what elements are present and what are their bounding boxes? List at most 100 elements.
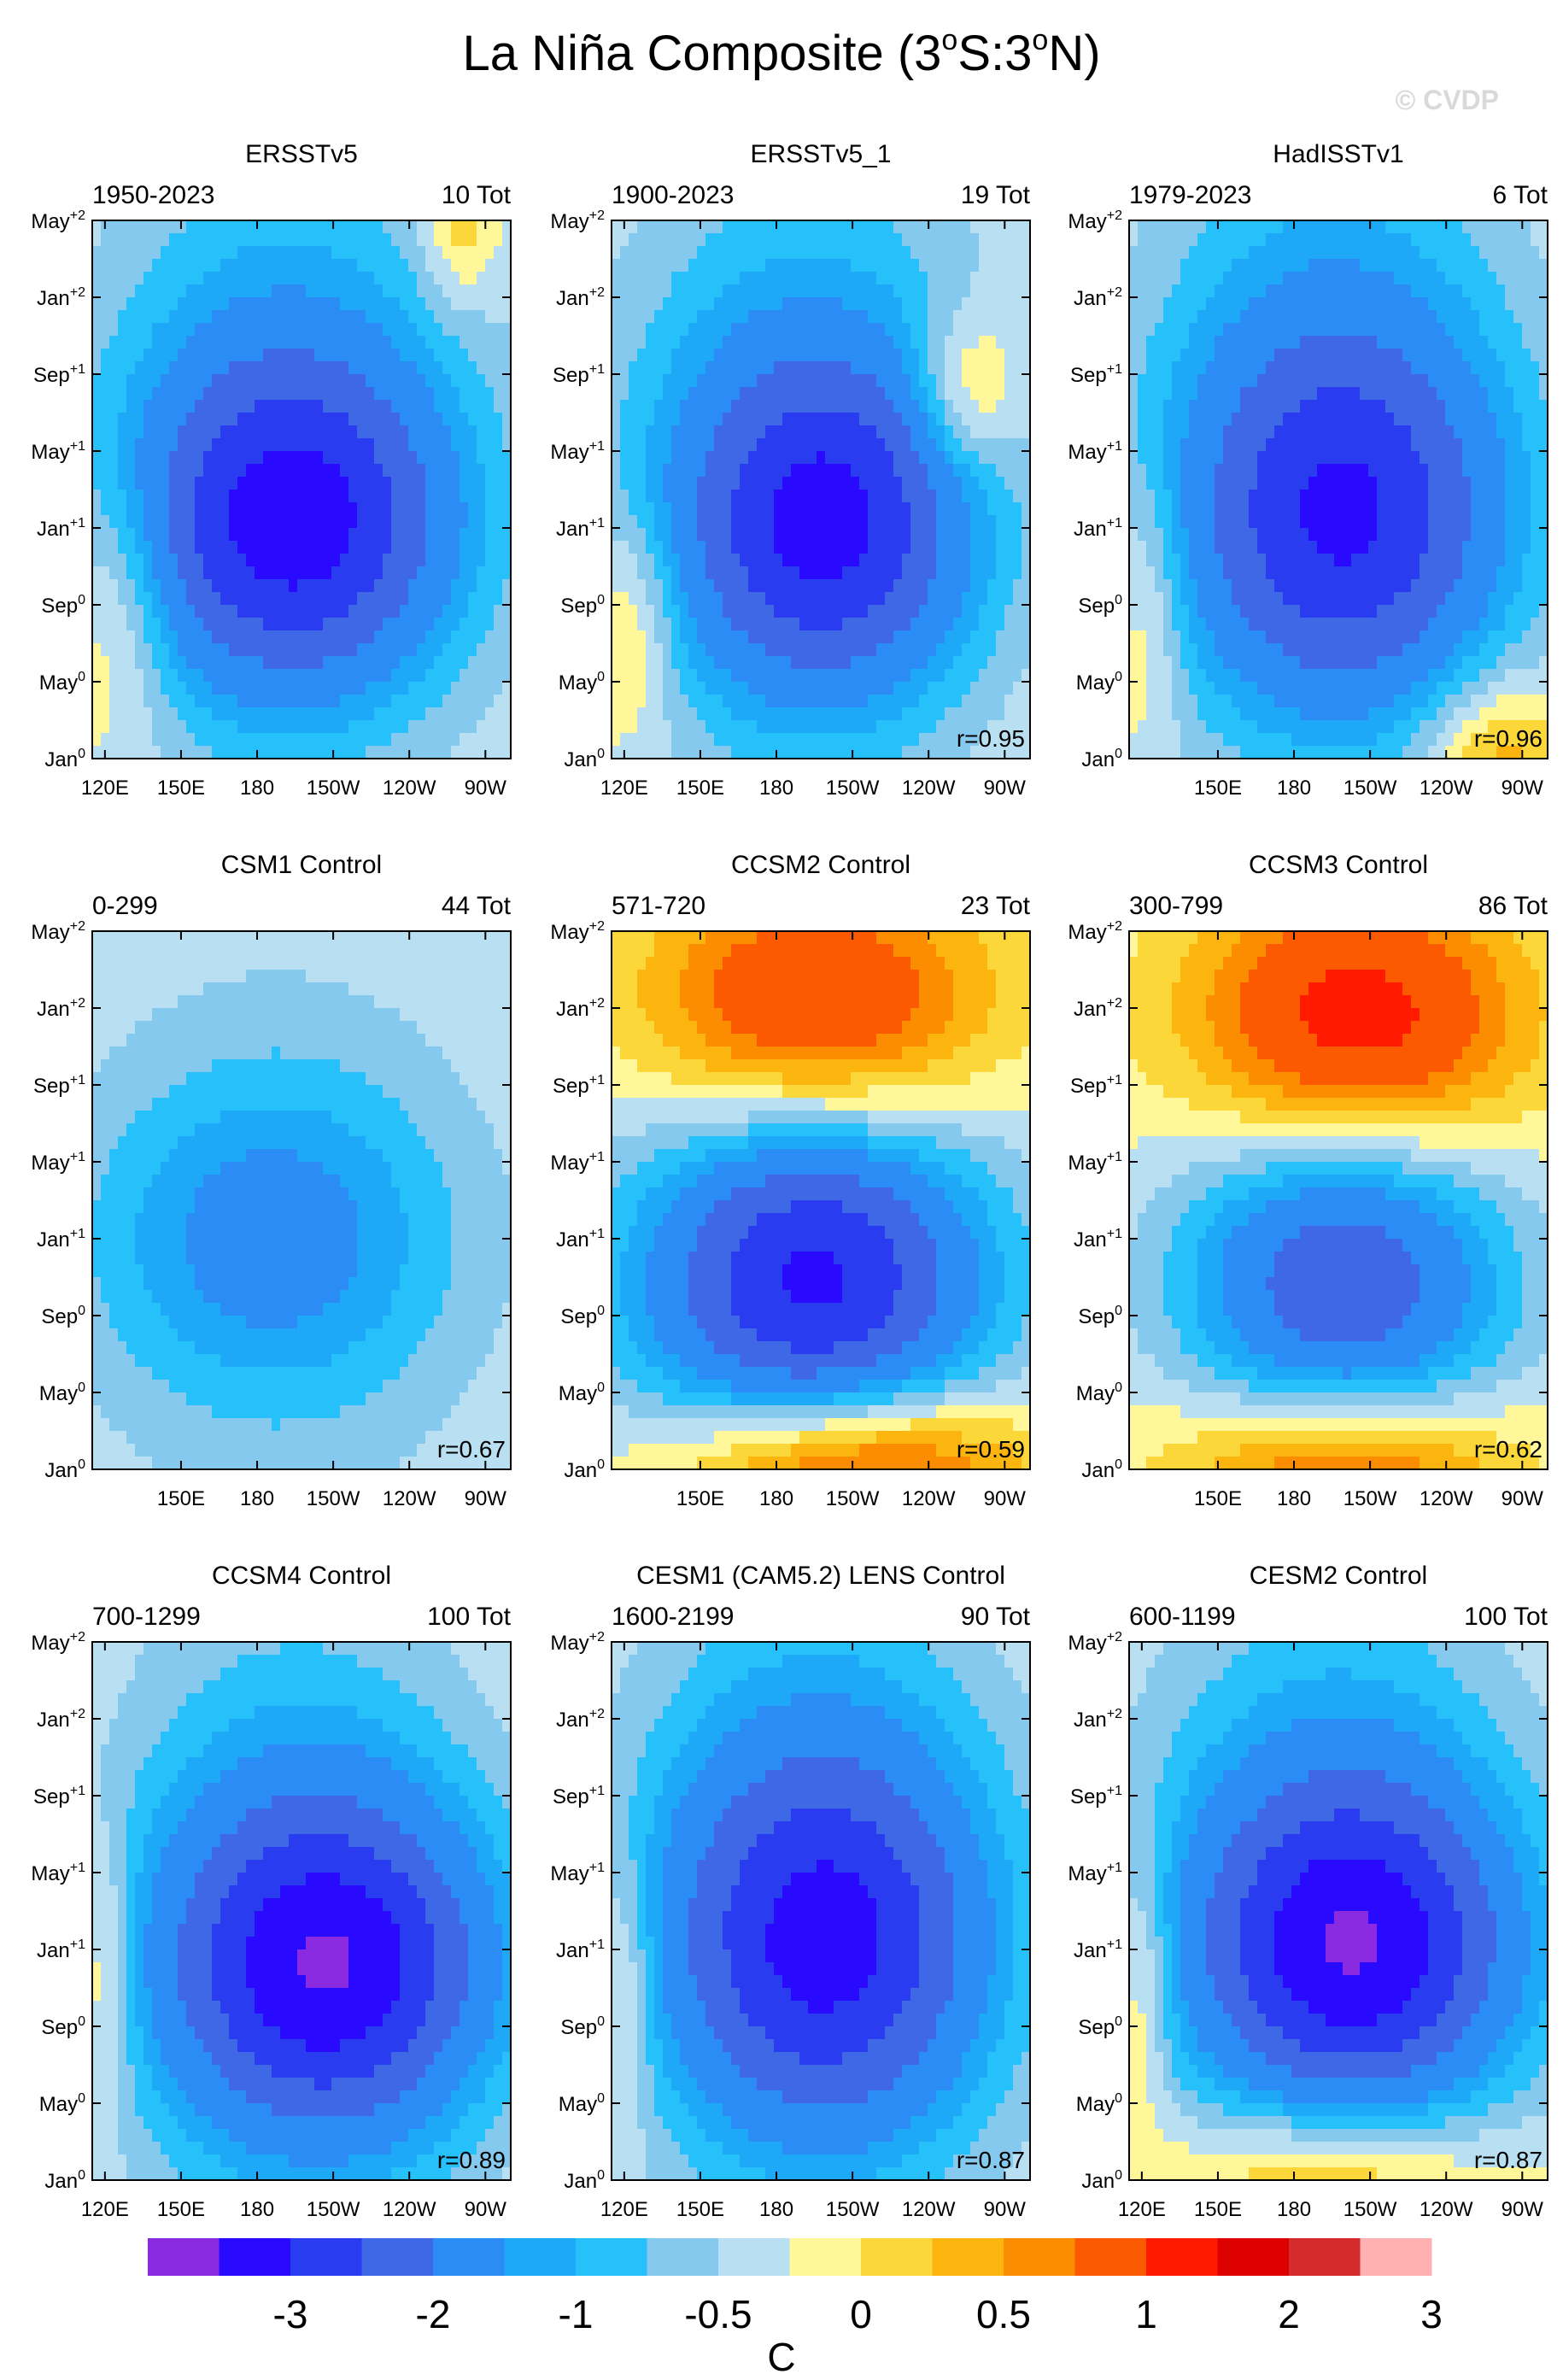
field-cell <box>859 630 869 644</box>
field-cell <box>825 541 834 554</box>
field-cell <box>434 349 443 362</box>
field-cell <box>671 733 681 747</box>
field-cell <box>970 477 980 490</box>
y-tick-label: May+1 <box>550 439 605 464</box>
field-cell <box>705 413 715 426</box>
field-cell <box>1223 233 1232 247</box>
field-cell <box>910 566 920 580</box>
field-cell <box>340 695 349 708</box>
field-cell <box>1240 323 1250 337</box>
field-cell <box>135 259 144 273</box>
field-cell <box>1206 733 1215 747</box>
field-cell <box>485 733 495 747</box>
field-cell <box>1223 387 1232 401</box>
field-cell <box>646 579 655 593</box>
field-cell <box>919 259 928 273</box>
field-cell <box>178 400 187 413</box>
field-cell <box>1189 695 1198 708</box>
field-cell <box>799 682 809 695</box>
field-cell <box>468 349 477 362</box>
field-cell <box>791 695 800 708</box>
field-cell <box>357 220 366 234</box>
field-cell <box>987 425 997 439</box>
field-cell <box>680 310 689 324</box>
field-cell <box>203 541 213 554</box>
field-cell <box>1283 284 1292 298</box>
field-cell <box>101 656 110 670</box>
field-cell <box>195 259 204 273</box>
field-cell <box>186 489 196 503</box>
field-cell <box>740 387 749 401</box>
field-cell <box>731 630 741 644</box>
field-cell <box>366 720 375 734</box>
field-cell <box>765 695 775 708</box>
field-cell <box>203 361 213 375</box>
field-cell <box>936 464 945 478</box>
field-cell <box>1146 336 1156 349</box>
field-cell <box>118 438 127 452</box>
field-cell <box>391 246 401 260</box>
field-cell <box>928 413 937 426</box>
field-cell <box>280 643 290 657</box>
field-cell <box>936 259 945 273</box>
field-cell <box>705 438 715 452</box>
field-cell <box>135 361 144 375</box>
x-tick-label: 120E <box>600 777 648 800</box>
field-cell <box>323 682 332 695</box>
field-cell <box>101 541 110 554</box>
field-cell <box>237 541 247 554</box>
field-cell <box>468 451 477 465</box>
field-cell <box>1013 643 1022 657</box>
field-cell <box>902 336 911 349</box>
field-cell <box>135 579 144 593</box>
field-cell <box>893 695 903 708</box>
field-cell <box>1240 336 1250 349</box>
field-cell <box>748 630 758 644</box>
y-tick-label: Jan+2 <box>37 285 85 310</box>
field-cell <box>297 464 307 478</box>
field-cell <box>765 515 775 529</box>
field-cell <box>688 284 698 298</box>
field-cell <box>485 502 495 516</box>
field-cell <box>118 464 127 478</box>
field-cell <box>970 656 980 670</box>
field-cell <box>1013 349 1022 362</box>
field-cell <box>1206 528 1215 542</box>
field-cell <box>297 733 307 747</box>
field-cell <box>212 515 221 529</box>
field-cell <box>289 579 298 593</box>
field-cell <box>297 707 307 721</box>
field-cell <box>280 477 290 490</box>
field-cell <box>203 425 213 439</box>
field-cell <box>834 349 843 362</box>
field-cell <box>357 554 366 567</box>
field-cell <box>1138 425 1147 439</box>
field-cell <box>1004 272 1014 285</box>
field-cell <box>928 682 937 695</box>
field-cell <box>782 477 792 490</box>
field-cell <box>705 233 715 247</box>
field-cell <box>953 272 963 285</box>
field-cell <box>612 272 621 285</box>
field-cell <box>671 284 681 298</box>
field-cell <box>1274 605 1284 618</box>
field-cell <box>297 592 307 606</box>
field-cell <box>161 656 170 670</box>
field-cell <box>391 605 401 618</box>
field-cell <box>868 489 877 503</box>
field-cell <box>620 272 629 285</box>
field-cell <box>774 361 783 375</box>
field-cell <box>383 618 392 631</box>
field-cell <box>612 438 621 452</box>
field-cell <box>765 259 775 273</box>
field-cell <box>126 656 136 670</box>
field-cell <box>135 720 144 734</box>
field-cell <box>451 554 460 567</box>
field-cell <box>936 425 945 439</box>
field-cell <box>1257 566 1267 580</box>
field-cell <box>740 425 749 439</box>
field-cell <box>178 272 187 285</box>
field-cell <box>928 707 937 721</box>
field-cell <box>468 682 477 695</box>
field-cell <box>851 618 860 631</box>
